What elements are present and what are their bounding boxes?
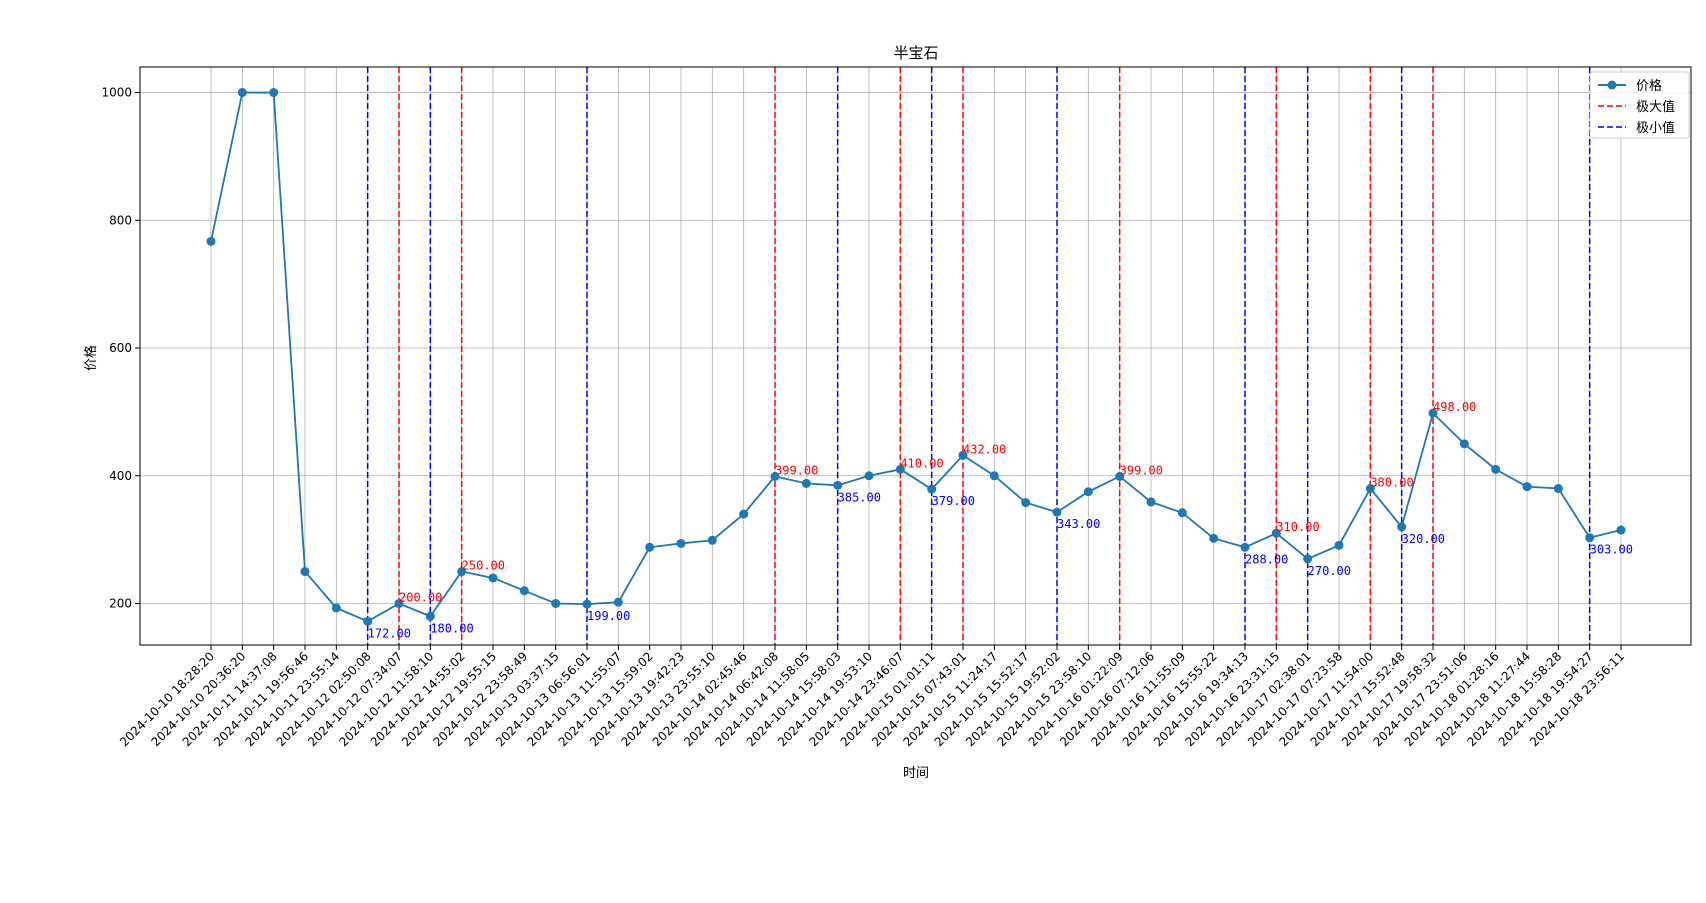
price-point bbox=[927, 484, 937, 494]
max-value-label: 250.00 bbox=[462, 559, 505, 573]
x-axis-label: 时间 bbox=[903, 766, 929, 781]
price-point bbox=[676, 538, 686, 548]
price-point bbox=[300, 567, 310, 577]
price-series bbox=[206, 88, 1626, 626]
price-point bbox=[801, 478, 811, 488]
price-point bbox=[1083, 487, 1093, 497]
price-point bbox=[989, 471, 999, 481]
min-value-label: 379.00 bbox=[932, 494, 975, 508]
max-value-label: 410.00 bbox=[900, 456, 943, 470]
price-point bbox=[1177, 508, 1187, 518]
price-point bbox=[394, 598, 404, 608]
max-value-label: 380.00 bbox=[1370, 476, 1413, 490]
price-point bbox=[1115, 471, 1125, 481]
price-point bbox=[457, 567, 467, 577]
max-value-label: 399.00 bbox=[1120, 463, 1163, 477]
price-point bbox=[864, 471, 874, 481]
price-point bbox=[1209, 533, 1219, 543]
y-tick-label: 600 bbox=[109, 341, 132, 355]
price-point bbox=[363, 616, 373, 626]
y-tick-label: 1000 bbox=[101, 86, 132, 100]
price-point bbox=[833, 480, 843, 490]
price-point bbox=[770, 471, 780, 481]
price-point bbox=[739, 509, 749, 519]
price-point bbox=[1271, 528, 1281, 538]
price-point bbox=[1616, 525, 1626, 535]
price-point bbox=[237, 88, 247, 98]
min-value-label: 343.00 bbox=[1057, 517, 1100, 531]
price-point bbox=[1052, 507, 1062, 517]
legend-series-marker bbox=[1607, 80, 1617, 90]
legend: 价格 极大值 极小值 bbox=[1589, 71, 1690, 139]
price-point bbox=[269, 88, 279, 98]
y-tick-label: 800 bbox=[109, 213, 132, 227]
max-value-label: 200.00 bbox=[399, 590, 442, 604]
price-point bbox=[331, 603, 341, 613]
extrema-annotations: 172.00 200.00 180.00 250.00 199.00 399.00 385.… bbox=[368, 400, 1633, 640]
price-point bbox=[645, 542, 655, 552]
price-point bbox=[1021, 498, 1031, 508]
price-point bbox=[1522, 482, 1532, 492]
y-tick-label: 400 bbox=[109, 469, 132, 483]
price-point bbox=[1334, 540, 1344, 550]
legend-max-label: 极大值 bbox=[1636, 99, 1675, 115]
y-tick-label: 200 bbox=[109, 596, 132, 610]
price-point bbox=[1146, 497, 1156, 507]
price-point bbox=[1553, 484, 1563, 494]
min-value-label: 180.00 bbox=[430, 621, 473, 635]
max-value-label: 310.00 bbox=[1276, 520, 1319, 534]
min-value-label: 270.00 bbox=[1308, 564, 1351, 578]
chart-title: 半宝石 bbox=[893, 44, 938, 62]
price-point bbox=[707, 535, 717, 545]
max-value-label: 399.00 bbox=[775, 463, 818, 477]
price-point bbox=[582, 599, 592, 609]
price-point bbox=[1240, 542, 1250, 552]
price-point bbox=[958, 450, 968, 460]
min-value-label: 172.00 bbox=[368, 626, 411, 640]
plot-frame bbox=[139, 66, 1692, 646]
min-value-label: 199.00 bbox=[587, 609, 630, 623]
price-line bbox=[210, 91, 1622, 623]
min-value-label: 303.00 bbox=[1590, 543, 1633, 557]
legend-min-label: 极小值 bbox=[1636, 120, 1675, 136]
legend-series-label: 价格 bbox=[1636, 78, 1662, 94]
max-value-label: 432.00 bbox=[963, 442, 1006, 456]
price-point bbox=[1585, 533, 1595, 543]
price-point bbox=[519, 586, 529, 596]
price-point bbox=[1459, 439, 1469, 449]
price-point bbox=[895, 464, 905, 474]
price-point bbox=[488, 573, 498, 583]
price-point bbox=[1491, 464, 1501, 474]
y-axis-ticks: 200 400 600 800 1000 bbox=[101, 86, 140, 610]
y-axis-label: 价格 bbox=[83, 345, 99, 371]
price-point bbox=[1365, 484, 1375, 494]
max-value-label: 498.00 bbox=[1433, 400, 1476, 414]
price-point bbox=[551, 598, 561, 608]
min-value-label: 288.00 bbox=[1245, 552, 1288, 566]
price-point bbox=[425, 611, 435, 621]
min-value-label: 385.00 bbox=[838, 490, 881, 504]
price-point bbox=[1428, 408, 1438, 418]
price-point bbox=[1303, 554, 1313, 564]
min-value-label: 320.00 bbox=[1402, 532, 1445, 546]
price-point bbox=[206, 236, 216, 246]
price-point bbox=[613, 597, 623, 607]
price-point bbox=[1397, 522, 1407, 532]
